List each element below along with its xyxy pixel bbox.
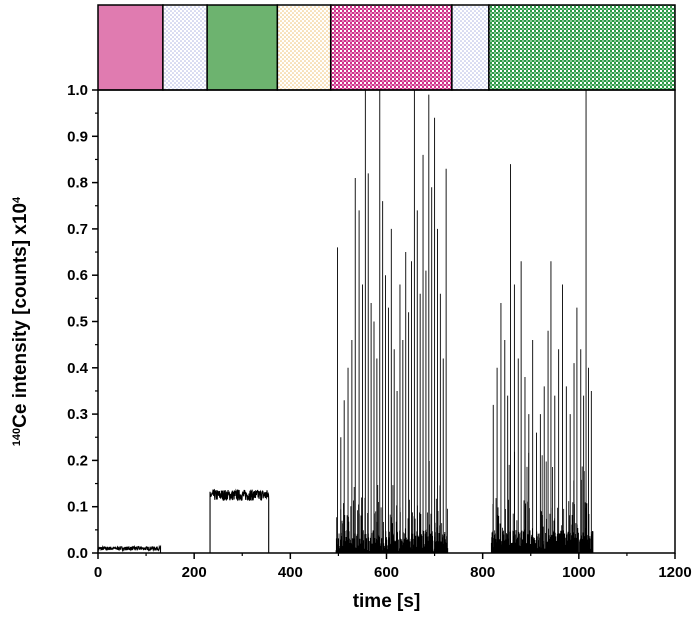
burst-region	[490, 451, 594, 553]
burst-region	[335, 460, 449, 553]
y-tick-label: 0.2	[67, 452, 88, 469]
phase-band	[488, 4, 676, 91]
plateau-segment	[209, 488, 270, 554]
x-tick-label: 400	[278, 564, 303, 581]
x-axis-title: time [s]	[353, 591, 421, 612]
y-tick-label: 0.0	[67, 545, 88, 562]
x-tick-label: 0	[94, 564, 102, 581]
x-tick-label: 1200	[658, 564, 691, 581]
phase-bands	[97, 4, 676, 91]
phase-band	[206, 4, 279, 91]
y-tick-label: 1.0	[67, 82, 88, 99]
x-tick-label: 800	[470, 564, 495, 581]
y-tick-label: 0.4	[67, 360, 89, 377]
phase-band	[329, 4, 453, 91]
phase-band	[97, 4, 164, 91]
x-tick-label: 200	[182, 564, 207, 581]
phase-band	[162, 4, 208, 91]
y-axis: 0.0 0.1 0.2 0.3 0.4 0.5 0.6 0.7 0.8 0.9 1.0	[67, 82, 98, 562]
phase-band	[276, 4, 332, 91]
y-tick-label: 0.8	[67, 175, 88, 192]
y-tick-label: 0.9	[67, 128, 88, 145]
y-axis-title-main: Ce intensity [counts] x10	[10, 203, 31, 428]
y-tick-label: 0.1	[67, 499, 88, 516]
y-axis-title-superscript: 140	[11, 428, 23, 446]
y-tick-label: 0.6	[67, 267, 88, 284]
y-axis-title-exponent: 4	[11, 196, 23, 203]
y-tick-label: 0.3	[67, 406, 88, 423]
x-axis: 0 200 400 600 800 1000 1200	[94, 553, 692, 581]
plateau-segment	[97, 544, 162, 554]
y-axis-title: 140Ce intensity [counts] x104	[10, 196, 31, 446]
x-tick-label: 600	[374, 564, 399, 581]
x-tick-label: 1000	[562, 564, 595, 581]
phase-band	[451, 4, 490, 91]
y-tick-label: 0.7	[67, 221, 88, 238]
y-tick-label: 0.5	[67, 314, 88, 331]
data-series	[97, 90, 594, 554]
